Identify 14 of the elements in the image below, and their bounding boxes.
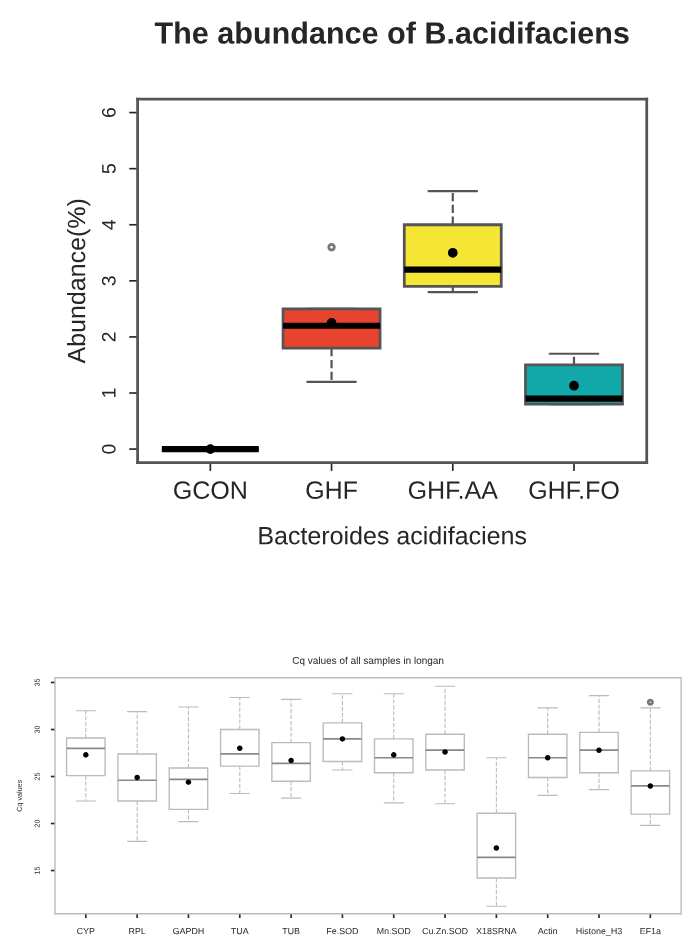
y-tick-label: 4 — [102, 219, 116, 230]
y-tick-label: 2 — [101, 332, 116, 342]
y-axis-title: Abundance(%) — [67, 199, 91, 364]
y-tick-label: 5 — [102, 164, 116, 174]
y-tick-label: 6 — [101, 108, 116, 117]
y-tick-label: 0 — [101, 444, 116, 454]
chart-title: The abundance of B.acidifaciens — [154, 21, 629, 44]
y-tick-label: 3 — [101, 276, 116, 286]
x-tick-label: GHF.FO — [529, 481, 619, 499]
x-tick-label: GHF — [306, 481, 357, 499]
x-tick-label: GCON — [174, 481, 246, 499]
x-tick-label: GHF.AA — [408, 481, 498, 499]
x-axis-title: Bacteroides acidifaciens — [259, 526, 527, 545]
y-tick-label: 1 — [102, 388, 116, 397]
